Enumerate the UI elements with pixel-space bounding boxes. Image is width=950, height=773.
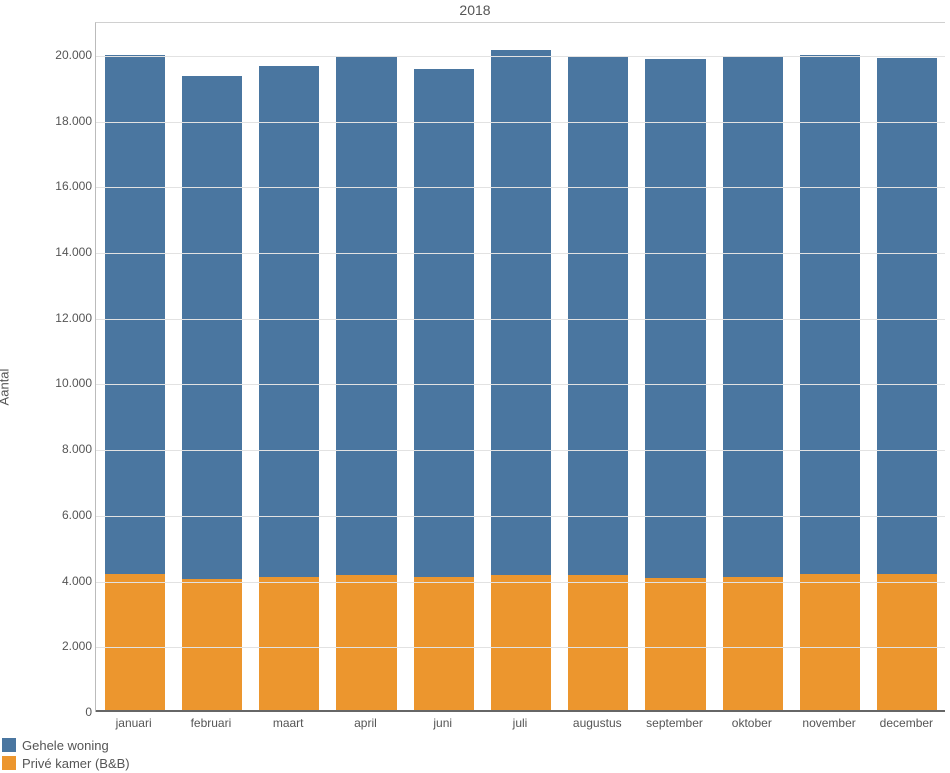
x-tick-label: december bbox=[880, 716, 933, 730]
grid-line bbox=[96, 516, 945, 517]
bar-segment-prive bbox=[645, 578, 705, 710]
bar-segment-prive bbox=[414, 577, 474, 710]
y-tick-label: 8.000 bbox=[32, 442, 92, 456]
x-tick-label: november bbox=[802, 716, 855, 730]
grid-line bbox=[96, 319, 945, 320]
bar-segment-prive bbox=[723, 577, 783, 710]
grid-line bbox=[96, 187, 945, 188]
x-tick-label: maart bbox=[273, 716, 304, 730]
x-tick-label: april bbox=[354, 716, 377, 730]
legend: Gehele woning Privé kamer (B&B) bbox=[2, 736, 130, 772]
bar-segment-prive bbox=[336, 575, 396, 710]
y-tick-label: 4.000 bbox=[32, 574, 92, 588]
grid-line bbox=[96, 384, 945, 385]
legend-item-gehele: Gehele woning bbox=[2, 736, 130, 754]
x-tick-label: februari bbox=[191, 716, 232, 730]
legend-item-prive: Privé kamer (B&B) bbox=[2, 754, 130, 772]
bar-segment-gehele bbox=[105, 55, 165, 574]
bar-segment-prive bbox=[800, 574, 860, 710]
bar-segment-prive bbox=[182, 579, 242, 710]
bars-layer bbox=[96, 21, 945, 712]
x-tick-label: juni bbox=[433, 716, 452, 730]
y-tick-label: 20.000 bbox=[32, 48, 92, 62]
y-tick-label: 6.000 bbox=[32, 508, 92, 522]
bar-segment-gehele bbox=[259, 66, 319, 577]
y-tick-label: 16.000 bbox=[32, 179, 92, 193]
y-tick-label: 10.000 bbox=[32, 376, 92, 390]
chart-title: 2018 bbox=[0, 2, 950, 18]
x-tick-label: oktober bbox=[732, 716, 772, 730]
legend-swatch bbox=[2, 738, 16, 752]
bar-segment-gehele bbox=[414, 69, 474, 577]
x-tick-label: september bbox=[646, 716, 703, 730]
chart-container: 2018 Aantal Gehele woning Privé kamer (B&… bbox=[0, 0, 950, 773]
bar-segment-prive bbox=[568, 575, 628, 710]
bar-segment-prive bbox=[259, 577, 319, 710]
bar-segment-gehele bbox=[800, 55, 860, 574]
grid-line bbox=[96, 450, 945, 451]
grid-line bbox=[96, 582, 945, 583]
x-tick-label: januari bbox=[116, 716, 152, 730]
legend-label: Privé kamer (B&B) bbox=[22, 756, 130, 771]
bar-segment-gehele bbox=[491, 50, 551, 576]
grid-line bbox=[96, 253, 945, 254]
y-tick-label: 12.000 bbox=[32, 311, 92, 325]
grid-line bbox=[96, 647, 945, 648]
bar-segment-gehele bbox=[723, 56, 783, 577]
grid-line bbox=[96, 122, 945, 123]
y-axis-label: Aantal bbox=[0, 368, 12, 405]
bar-segment-gehele bbox=[336, 57, 396, 575]
x-tick-label: juli bbox=[513, 716, 528, 730]
y-tick-label: 18.000 bbox=[32, 114, 92, 128]
y-tick-label: 2.000 bbox=[32, 639, 92, 653]
grid-line bbox=[96, 56, 945, 57]
legend-label: Gehele woning bbox=[22, 738, 109, 753]
plot-area bbox=[95, 22, 945, 712]
y-tick-label: 14.000 bbox=[32, 245, 92, 259]
bar-segment-prive bbox=[105, 574, 165, 710]
bar-segment-prive bbox=[877, 574, 937, 710]
bar-segment-gehele bbox=[877, 58, 937, 574]
y-tick-label: 0 bbox=[32, 705, 92, 719]
legend-swatch bbox=[2, 756, 16, 770]
bar-segment-prive bbox=[491, 575, 551, 710]
x-tick-label: augustus bbox=[573, 716, 622, 730]
bar-segment-gehele bbox=[568, 56, 628, 575]
bar-segment-gehele bbox=[182, 76, 242, 579]
